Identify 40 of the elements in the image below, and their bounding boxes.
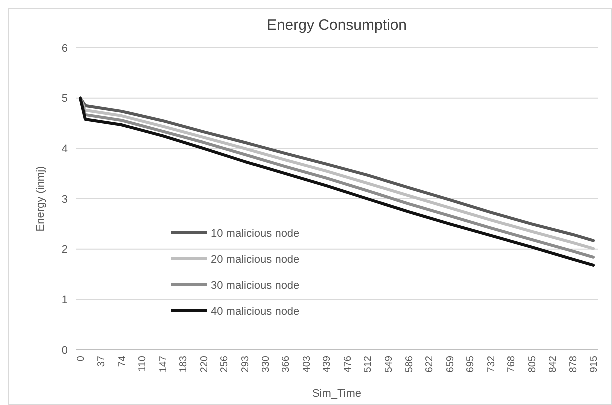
x-tick-label: 183 (178, 356, 190, 373)
y-tick-label: 3 (62, 194, 68, 206)
x-tick-label: 512 (363, 356, 374, 373)
x-tick-label: 586 (404, 356, 416, 373)
y-tick-label: 4 (62, 144, 68, 156)
x-tick-label: 220 (199, 356, 210, 373)
x-tick-label: 439 (322, 356, 334, 373)
x-tick-label: 403 (302, 356, 313, 373)
x-tick-label: 366 (281, 356, 292, 373)
legend-label: 10 malicious node (211, 228, 300, 240)
x-tick-label: 293 (240, 356, 252, 373)
x-tick-label: 805 (527, 356, 538, 373)
x-tick-label: 732 (486, 356, 498, 373)
x-tick-label: 147 (158, 356, 170, 373)
y-tick-label: 0 (62, 344, 68, 357)
y-tick-label: 6 (62, 42, 68, 55)
x-tick-label: 330 (261, 356, 272, 373)
y-tick-label: 5 (62, 93, 68, 106)
x-tick-label: 0 (76, 356, 87, 362)
x-tick-label: 622 (424, 356, 436, 373)
y-axis-title: Energy (inmj) (35, 166, 47, 232)
x-tick-label: 110 (138, 356, 149, 372)
chart-title: Energy Consumption (266, 17, 408, 34)
y-tick-label: 2 (62, 244, 68, 256)
x-tick-label: 549 (384, 356, 395, 373)
x-tick-label: 74 (117, 356, 128, 368)
legend-label: 20 malicious node (211, 254, 300, 266)
x-tick-label: 842 (548, 356, 560, 373)
legend-label: 40 malicious node (211, 306, 300, 318)
x-tick-label: 256 (220, 356, 231, 373)
x-tick-label: 878 (568, 356, 580, 373)
x-tick-label: 476 (342, 356, 354, 373)
x-tick-label: 695 (466, 356, 477, 373)
x-tick-label: 915 (589, 356, 600, 373)
y-tick-label: 1 (62, 294, 68, 307)
x-tick-label: 37 (96, 356, 108, 368)
x-tick-label: 768 (506, 356, 518, 373)
x-axis-title: Sim_Time (312, 388, 362, 400)
x-tick-label: 659 (445, 356, 456, 373)
legend-label: 30 malicious node (211, 280, 300, 292)
